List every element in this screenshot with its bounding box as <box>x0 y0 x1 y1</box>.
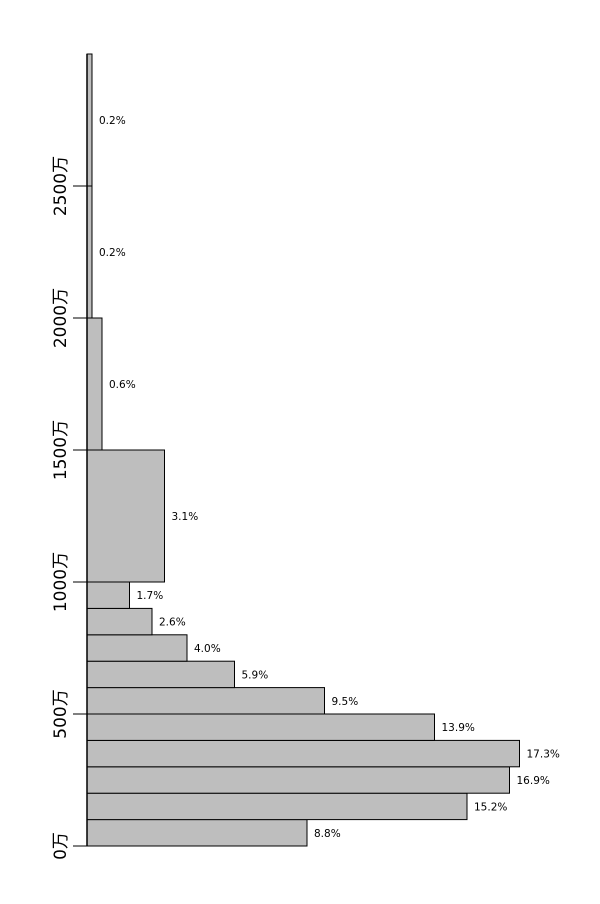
bar-data-label: 9.5% <box>332 696 359 708</box>
histogram-bar <box>86 687 325 715</box>
y-tick-label: 1000万 <box>51 552 71 612</box>
y-tick-label: 2000万 <box>51 288 71 348</box>
histogram-bar <box>86 634 188 662</box>
histogram-bar <box>86 607 153 636</box>
bar-data-label: 2.6% <box>159 617 186 629</box>
bar-data-label: 13.9% <box>442 722 475 734</box>
y-tick-label: 500万 <box>51 689 71 738</box>
histogram-bar <box>86 449 165 583</box>
histogram-bar <box>86 713 435 741</box>
bar-data-label: 0.6% <box>109 379 136 391</box>
histogram-bar <box>86 581 130 609</box>
bar-data-label: 3.1% <box>172 511 199 523</box>
histogram-bar <box>86 317 103 451</box>
y-tick-label: 2500万 <box>51 156 71 216</box>
y-tick-label: 0万 <box>51 832 71 860</box>
histogram-bar <box>86 739 520 768</box>
histogram-bar <box>86 660 235 689</box>
bar-data-label: 1.7% <box>137 590 164 602</box>
bar-data-label: 17.3% <box>527 749 560 761</box>
y-tick-label: 1500万 <box>51 420 71 480</box>
bar-data-label: 5.9% <box>242 669 269 681</box>
bar-data-label: 16.9% <box>517 775 550 787</box>
bar-data-label: 4.0% <box>194 643 221 655</box>
histogram-bar <box>86 792 468 821</box>
histogram-bar <box>86 819 308 847</box>
bar-data-label: 0.2% <box>99 247 126 259</box>
bar-data-label: 0.2% <box>99 115 126 127</box>
bar-data-label: 15.2% <box>474 801 507 813</box>
bar-data-label: 8.8% <box>314 828 341 840</box>
histogram-bar <box>86 766 510 794</box>
